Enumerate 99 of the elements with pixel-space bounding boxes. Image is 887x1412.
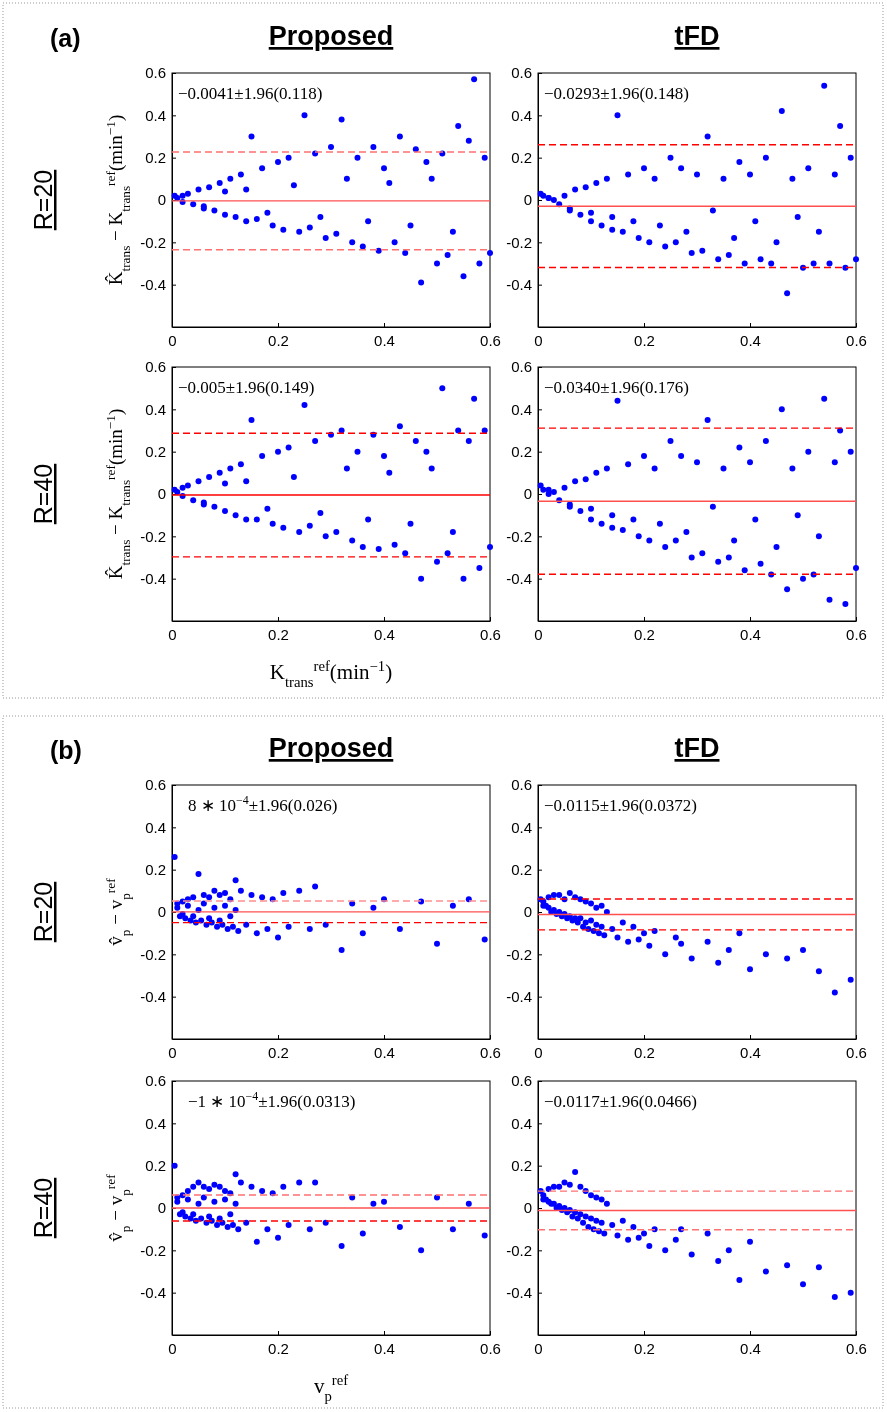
- y-tick-label: 0.4: [511, 106, 532, 124]
- text: (a): [50, 24, 81, 52]
- y-tick-label: 0.6: [145, 358, 166, 376]
- x-tick-label: 0.4: [374, 625, 395, 643]
- y-tick-label: 0.2: [145, 1156, 166, 1174]
- y-tick-label: 0.6: [511, 776, 532, 794]
- y-tick-label: 0.4: [145, 106, 166, 124]
- y-tick-label: 0: [523, 1199, 532, 1217]
- y-tick-label: -0.2: [140, 233, 166, 251]
- y-tick-label: 0.2: [145, 860, 166, 878]
- y-tick-label: -0.2: [140, 945, 166, 963]
- x-tick-label: 0.4: [740, 1043, 761, 1061]
- y-tick-label: 0: [523, 191, 532, 209]
- x-tick-label: 0.6: [480, 1043, 501, 1061]
- annotation: −0.0115±1.96(0.0372): [544, 796, 697, 815]
- y-tick-label: -0.2: [506, 527, 532, 545]
- x-tick-label: 0.2: [268, 1043, 289, 1061]
- chart-title: Proposed: [268, 21, 394, 51]
- y-tick-label: 0: [157, 903, 166, 921]
- annotation: −0.005±1.96(0.149): [178, 378, 315, 397]
- x-tick-label: 0.6: [846, 331, 867, 349]
- x-tick-label: 0: [168, 331, 177, 349]
- x-tick-label: 0.6: [480, 1339, 501, 1357]
- y-tick-label: -0.4: [506, 569, 532, 587]
- y-tick-label: 0.6: [145, 64, 166, 82]
- x-tick-label: 0.2: [268, 625, 289, 643]
- y-tick-label: 0.2: [145, 148, 166, 166]
- y-tick-label: -0.4: [140, 275, 166, 293]
- text: R=40: [29, 1177, 57, 1239]
- text: (b): [50, 736, 82, 764]
- annotation: 8 ∗ 10$^{−4}$±1.96(0.026): [188, 793, 338, 815]
- y-tick-label: -0.2: [506, 1241, 532, 1259]
- x-tick-label: 0: [168, 1043, 177, 1061]
- y-tick-label: -0.2: [506, 233, 532, 251]
- x-tick-label: 0.6: [846, 1043, 867, 1061]
- y-tick-label: -0.4: [140, 987, 166, 1005]
- y-tick-label: -0.2: [506, 945, 532, 963]
- x-tick-label: 0: [168, 625, 177, 643]
- text: R=40: [29, 463, 57, 525]
- y-tick-label: 0.6: [511, 1072, 532, 1090]
- x-tick-label: 0.2: [634, 1339, 655, 1357]
- y-tick-label: 0.2: [145, 442, 166, 460]
- y-tick-label: -0.4: [506, 1283, 532, 1301]
- y-tick-label: 0.4: [511, 400, 532, 418]
- x-tick-label: 0: [534, 625, 543, 643]
- annotation: −0.0041±1.96(0.118): [178, 84, 323, 103]
- x-tick-label: 0.6: [480, 331, 501, 349]
- y-tick-label: 0.4: [511, 818, 532, 836]
- y-tick-label: 0: [157, 1199, 166, 1217]
- y-tick-label: 0.4: [145, 400, 166, 418]
- y-tick-label: 0.6: [511, 358, 532, 376]
- y-tick-label: -0.4: [140, 1283, 166, 1301]
- x-tick-label: 0.2: [268, 1339, 289, 1357]
- x-tick-label: 0.6: [480, 625, 501, 643]
- y-tick-label: -0.2: [140, 1241, 166, 1259]
- chart-title: Proposed: [268, 733, 394, 763]
- x-tick-label: 0.4: [740, 1339, 761, 1357]
- y-tick-label: 0: [157, 191, 166, 209]
- annotation: −0.0117±1.96(0.0466): [544, 1092, 697, 1111]
- y-tick-label: 0.2: [511, 442, 532, 460]
- y-tick-label: -0.4: [506, 275, 532, 293]
- y-tick-label: 0.4: [145, 1114, 166, 1132]
- y-tick-label: 0.4: [145, 818, 166, 836]
- y-tick-label: 0.6: [145, 776, 166, 794]
- x-tick-label: 0.4: [374, 1339, 395, 1357]
- y-tick-label: -0.4: [506, 987, 532, 1005]
- y-tick-label: 0.4: [511, 1114, 532, 1132]
- x-tick-label: 0.4: [740, 331, 761, 349]
- y-tick-label: -0.2: [140, 527, 166, 545]
- x-tick-label: 0: [534, 331, 543, 349]
- x-tick-label: 0: [534, 1339, 543, 1357]
- y-tick-label: 0: [157, 485, 166, 503]
- chart-title: tFD: [674, 21, 720, 51]
- x-tick-label: 0.2: [634, 625, 655, 643]
- annotation: −1 ∗ 10$^{−4}$±1.96(0.0313): [188, 1089, 356, 1111]
- chart-title: tFD: [674, 733, 720, 763]
- x-tick-label: 0: [534, 1043, 543, 1061]
- y-tick-label: 0.6: [511, 64, 532, 82]
- y-tick-label: 0.2: [511, 148, 532, 166]
- y-tick-label: 0.6: [145, 1072, 166, 1090]
- annotation: −0.0293±1.96(0.148): [544, 84, 689, 103]
- text: R=20: [29, 881, 57, 943]
- x-tick-label: 0.2: [634, 1043, 655, 1061]
- y-tick-label: -0.4: [140, 569, 166, 587]
- x-tick-label: 0: [168, 1339, 177, 1357]
- x-tick-label: 0.2: [634, 331, 655, 349]
- x-tick-label: 0.4: [374, 1043, 395, 1061]
- x-tick-label: 0.6: [846, 625, 867, 643]
- x-tick-label: 0.6: [846, 1339, 867, 1357]
- y-tick-label: 0: [523, 485, 532, 503]
- x-tick-label: 0.4: [374, 331, 395, 349]
- x-tick-label: 0.2: [268, 331, 289, 349]
- y-tick-label: 0.2: [511, 1156, 532, 1174]
- text: R=20: [29, 169, 57, 231]
- x-tick-label: 0.4: [740, 625, 761, 643]
- y-tick-label: 0.2: [511, 860, 532, 878]
- y-tick-label: 0: [523, 903, 532, 921]
- annotation: −0.0340±1.96(0.176): [544, 378, 689, 397]
- x-axis-title: K$_{trans}$$^{ref}$(min$^{−1}$): [269, 658, 393, 690]
